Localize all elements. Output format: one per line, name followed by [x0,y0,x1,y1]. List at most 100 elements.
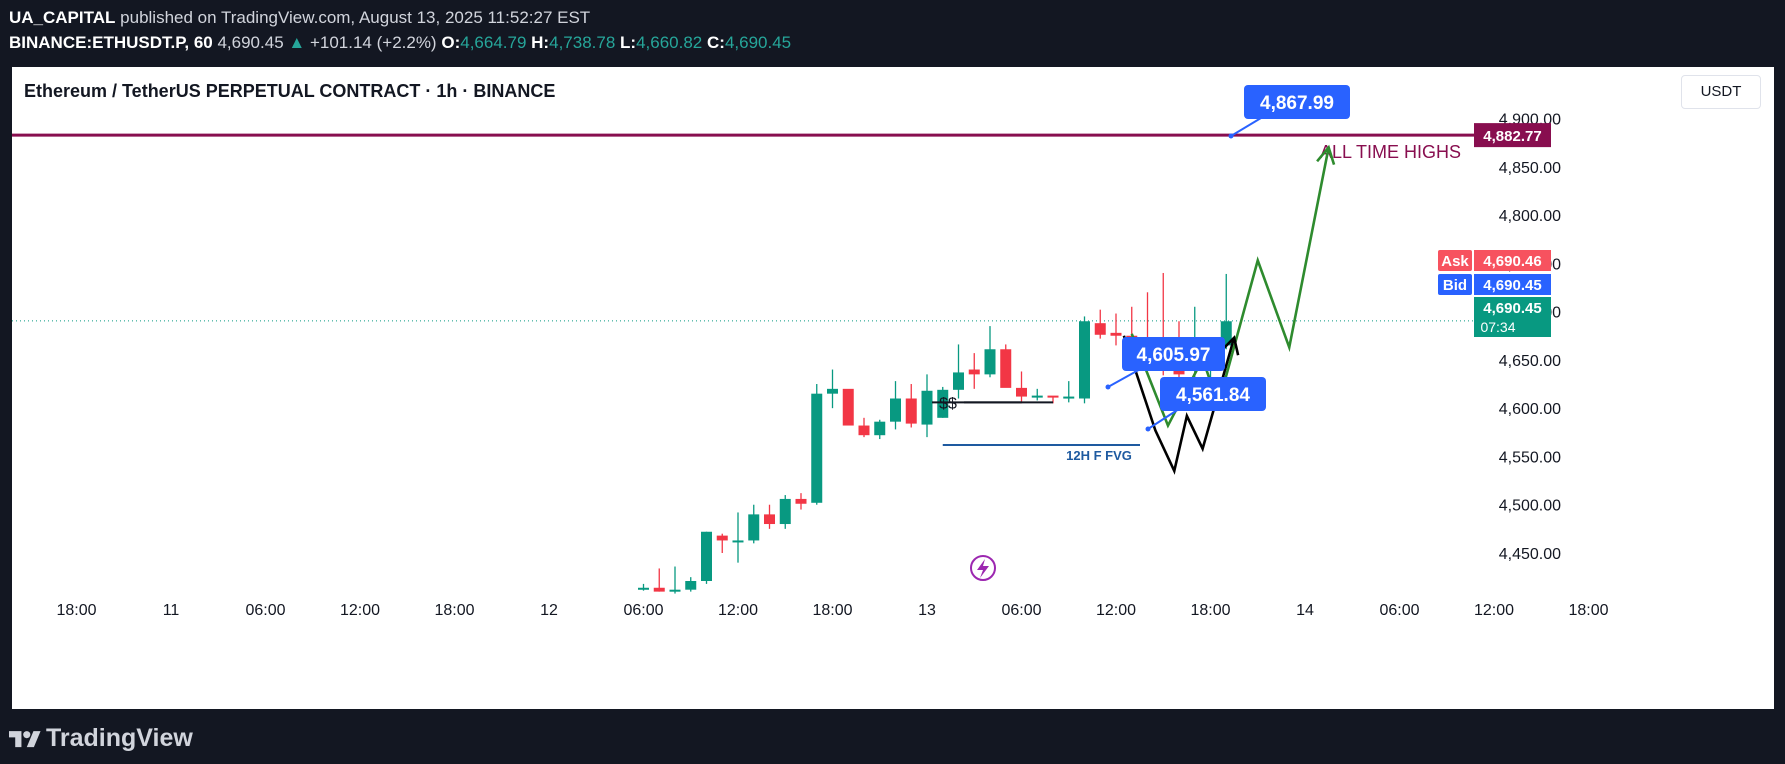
x-tick-label: 12:00 [340,602,380,619]
tradingview-logo-icon [9,731,41,748]
candle-body [874,421,886,436]
open-label: O: [441,33,461,52]
bid-price-tag [1474,274,1551,295]
ath-label: ALL TIME HIGHS [1320,142,1461,162]
bid-label: Bid [1443,277,1467,294]
y-tick-label: 4,550.00 [1499,449,1561,466]
author-name[interactable]: UA_CAPITAL [9,8,116,27]
price-callout-bubble[interactable] [1160,377,1266,411]
y-tick-label: 4,800.00 [1499,208,1561,225]
candle-body [701,531,712,582]
candle-body [716,535,728,541]
publish-info: UA_CAPITAL published on TradingView.com,… [9,8,590,28]
y-tick-label: 4,600.00 [1499,401,1561,418]
price-callout-label: 4,867.99 [1260,93,1334,114]
bar-countdown: 07:34 [1480,319,1515,335]
candle-body [685,581,697,590]
candle-body [937,389,949,418]
candle-body [748,514,760,541]
candle-body [1047,395,1059,398]
candle-body [1079,321,1090,399]
x-tick-label: 12:00 [718,602,758,619]
price-callout-bubble[interactable] [1244,85,1350,119]
chart-title: Ethereum / TetherUS PERPETUAL CONTRACT ·… [24,81,556,101]
x-tick-label: 18:00 [1190,602,1230,619]
candle-body [669,589,681,592]
last-price-tag [1474,297,1551,337]
close-value: 4,690.45 [724,33,792,52]
candle-body [984,349,996,375]
candle-body [1016,387,1027,397]
high-label: H: [531,33,550,52]
x-tick-label: 12 [540,602,558,619]
y-tick-label: 4,850.00 [1499,160,1561,177]
ask-price: 4,690.46 [1483,253,1541,270]
last-price: 4,690.45 [217,33,284,52]
symbol-name: BINANCE:ETHUSDT.P, 60 [9,33,213,52]
candle-body [890,398,901,422]
candle-body [764,514,775,525]
liquidity-label: $$ [939,395,957,412]
x-tick-label: 14 [1296,602,1314,619]
candle-body [811,393,823,503]
ath-price-tag [1474,123,1551,148]
x-tick-label: 06:00 [623,602,663,619]
bid-tag [1438,274,1472,295]
candle-body [795,498,807,504]
ask-tag [1438,250,1472,271]
x-tick-label: 18:00 [812,602,852,619]
close-label: C: [707,33,725,52]
candle-body [858,425,870,436]
y-tick-label: 4,650.00 [1499,353,1561,370]
candle-body [968,369,980,375]
candle-body [842,388,854,426]
candle-body [638,587,649,590]
ask-price-tag [1474,250,1551,271]
y-tick-label: 4,500.00 [1499,498,1561,515]
candle-body [827,388,838,394]
candle-body [779,498,791,525]
candle-body [1110,332,1122,336]
publish-date: published on TradingView.com, August 13,… [120,8,591,27]
callout-dot [1105,384,1111,390]
tradingview-brand: TradingView [46,724,193,752]
x-tick-label: 12:00 [1096,602,1136,619]
price-chart[interactable]: 18:00 11 06:00 12:00 18:00 12 06:00 12:00 18:00 1… [12,67,1774,709]
fvg-label: 12H F FVG [1066,448,1132,463]
x-tick-label: 06:00 [245,602,285,619]
x-tick-label: 06:00 [1379,602,1419,619]
ohlc-legend: BINANCE:ETHUSDT.P, 60 4,690.45 ▲ +101.14… [9,33,791,53]
price-callout-bubble[interactable] [1122,337,1225,371]
candle-body [1000,349,1012,388]
candle-body [921,390,933,425]
chart-panel[interactable]: 18:00 11 06:00 12:00 18:00 12 06:00 12:00 18:00 1… [11,66,1775,710]
high-value: 4,738.78 [549,33,616,52]
x-tick-label: 12:00 [1474,602,1514,619]
last-price: 4,690.45 [1483,300,1541,317]
arrow-head-green [1316,144,1336,166]
price-change: +101.14 (+2.2%) [309,33,437,52]
low-label: L: [620,33,637,52]
lightning-icon[interactable] [970,555,996,581]
callout-dot [1145,426,1151,432]
candle-body [905,398,917,424]
x-tick-label: 18:00 [1568,602,1608,619]
ath-price-tag-label: 4,882.77 [1483,128,1541,145]
triangle-up-icon: ▲ [288,33,306,52]
candle-body [1094,323,1106,335]
lightning-bolt-icon [977,559,989,578]
currency-button[interactable]: USDT [1681,75,1761,109]
y-tick-label: 4,450.00 [1499,546,1561,563]
candle-body [953,372,964,390]
ask-label: Ask [1441,253,1469,270]
low-value: 4,660.82 [636,33,703,52]
price-callout-label: 4,561.84 [1176,385,1250,406]
arrow-head-black [1220,335,1240,356]
x-tick-label: 06:00 [1001,602,1041,619]
candle-body [732,540,744,543]
candle-body [1063,396,1075,399]
x-tick-label: 13 [918,602,936,619]
projection-path-black[interactable] [1122,335,1236,475]
x-tick-label: 18:00 [434,602,474,619]
x-tick-label: 11 [163,602,180,619]
